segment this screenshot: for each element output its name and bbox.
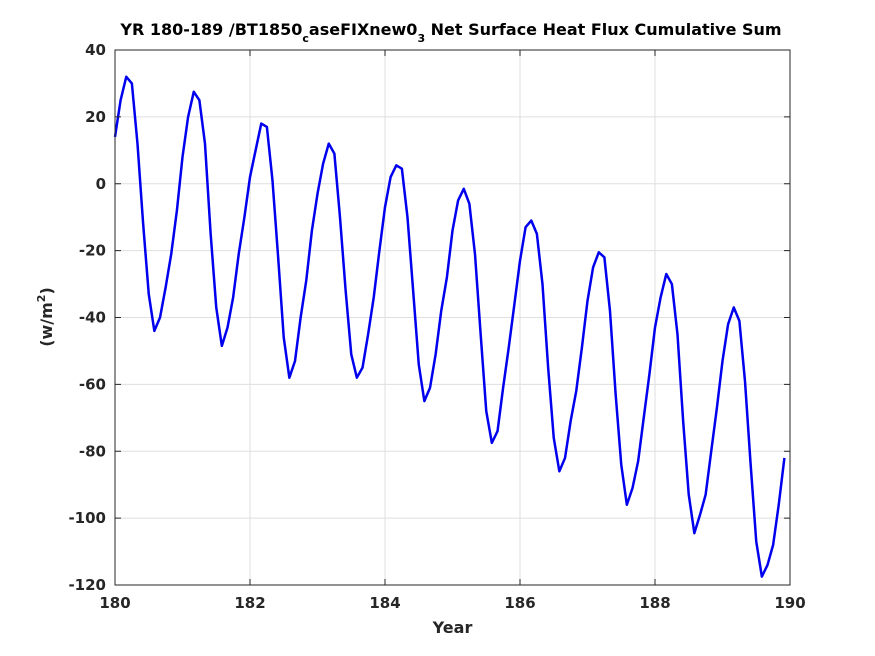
ticks bbox=[114, 49, 791, 586]
y-tick-label: -80 bbox=[79, 442, 106, 460]
x-axis-label: Year bbox=[432, 618, 473, 637]
x-tick-label: 190 bbox=[774, 594, 805, 612]
series-line-cumulative-sum bbox=[113, 75, 786, 578]
chart-title: YR 180-189 /BT1850caseFIXnew03 Net Surfa… bbox=[119, 20, 781, 45]
tick-labels: 180 182 184 186 188 190 40 20 0 -20 -40 -60 -80 -100 -… bbox=[68, 41, 805, 612]
y-tick-label: 0 bbox=[96, 175, 106, 193]
y-tick-label: -60 bbox=[79, 375, 106, 393]
x-tick-label: 180 bbox=[99, 594, 130, 612]
y-tick-label: -40 bbox=[79, 309, 106, 327]
y-tick-label: -100 bbox=[68, 509, 106, 527]
x-tick-label: 186 bbox=[504, 594, 535, 612]
y-axis-label: (w/m2) bbox=[35, 287, 56, 347]
x-tick-label: 182 bbox=[234, 594, 265, 612]
y-tick-label: 40 bbox=[85, 41, 106, 59]
y-tick-label: 20 bbox=[85, 108, 106, 126]
x-tick-label: 188 bbox=[639, 594, 670, 612]
y-tick-label: -120 bbox=[68, 576, 106, 594]
x-tick-label: 184 bbox=[369, 594, 400, 612]
series-layer bbox=[113, 75, 786, 578]
y-tick-label: -20 bbox=[79, 242, 106, 260]
